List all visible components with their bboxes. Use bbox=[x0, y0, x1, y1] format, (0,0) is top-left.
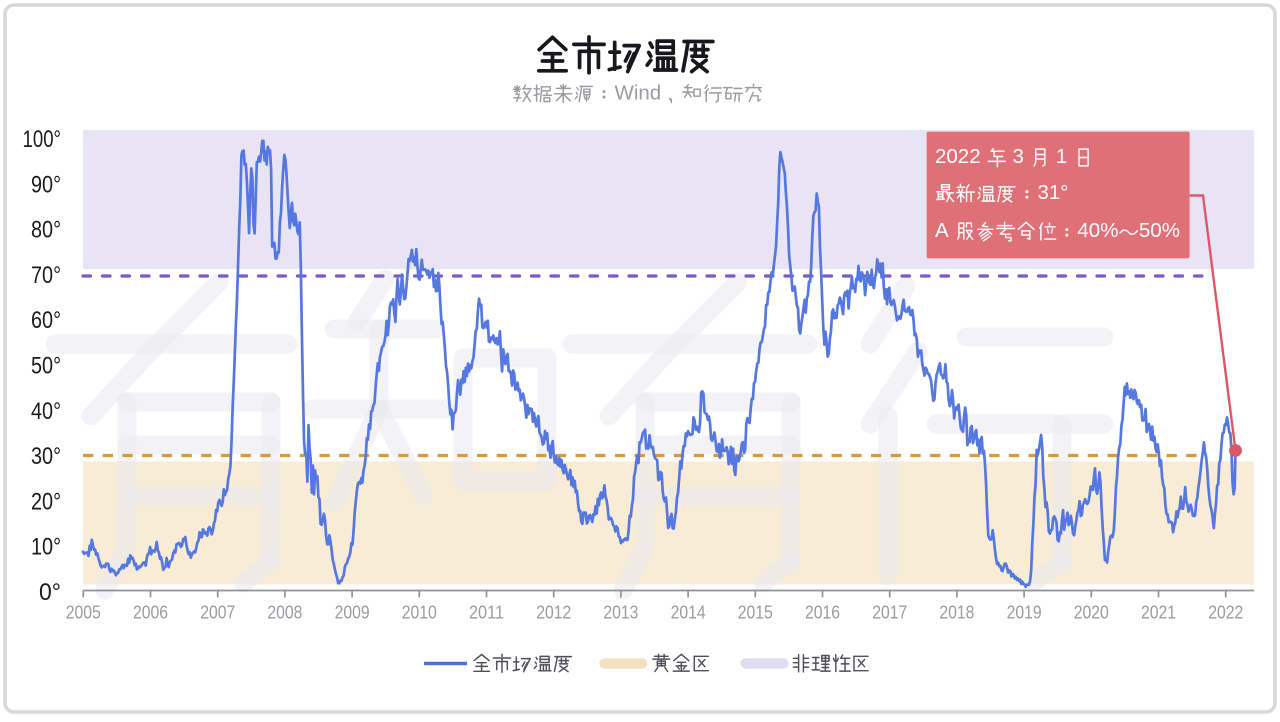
svg-text:2009: 2009 bbox=[335, 602, 370, 623]
svg-text:2022: 2022 bbox=[1208, 602, 1243, 623]
svg-text:2006: 2006 bbox=[133, 602, 168, 623]
svg-text:31°: 31° bbox=[1038, 181, 1069, 204]
svg-text:2019: 2019 bbox=[1007, 602, 1042, 623]
svg-text:2011: 2011 bbox=[469, 602, 504, 623]
svg-text:2016: 2016 bbox=[805, 602, 840, 623]
svg-text:2007: 2007 bbox=[200, 602, 235, 623]
svg-text:60°: 60° bbox=[31, 307, 61, 334]
svg-text:1: 1 bbox=[1050, 145, 1073, 168]
svg-text:0°: 0° bbox=[39, 579, 61, 606]
svg-text:40%: 40% bbox=[1077, 219, 1118, 242]
svg-text:10°: 10° bbox=[31, 534, 61, 561]
svg-text:100°: 100° bbox=[23, 126, 62, 153]
svg-text:40°: 40° bbox=[31, 398, 61, 425]
svg-text:30°: 30° bbox=[31, 443, 61, 470]
svg-text:70°: 70° bbox=[31, 262, 61, 289]
svg-text:Wind: Wind bbox=[615, 82, 662, 105]
svg-text:2021: 2021 bbox=[1141, 602, 1176, 623]
svg-text:3: 3 bbox=[1007, 145, 1030, 168]
svg-text:2013: 2013 bbox=[603, 602, 638, 623]
svg-text:50%: 50% bbox=[1139, 219, 1180, 242]
svg-text:2005: 2005 bbox=[66, 602, 101, 623]
svg-text:2008: 2008 bbox=[267, 602, 302, 623]
svg-text:2020: 2020 bbox=[1074, 602, 1109, 623]
svg-text:20°: 20° bbox=[31, 488, 61, 515]
svg-text:2010: 2010 bbox=[402, 602, 437, 623]
svg-text:A: A bbox=[935, 219, 953, 242]
svg-text:2018: 2018 bbox=[939, 602, 974, 623]
svg-text:90°: 90° bbox=[31, 171, 61, 198]
svg-text:2014: 2014 bbox=[671, 602, 706, 623]
svg-text:2022: 2022 bbox=[935, 145, 986, 168]
svg-text:2015: 2015 bbox=[738, 602, 773, 623]
svg-text:2012: 2012 bbox=[536, 602, 571, 623]
svg-text:2017: 2017 bbox=[872, 602, 907, 623]
svg-text:50°: 50° bbox=[31, 353, 61, 380]
svg-text:80°: 80° bbox=[31, 217, 61, 244]
